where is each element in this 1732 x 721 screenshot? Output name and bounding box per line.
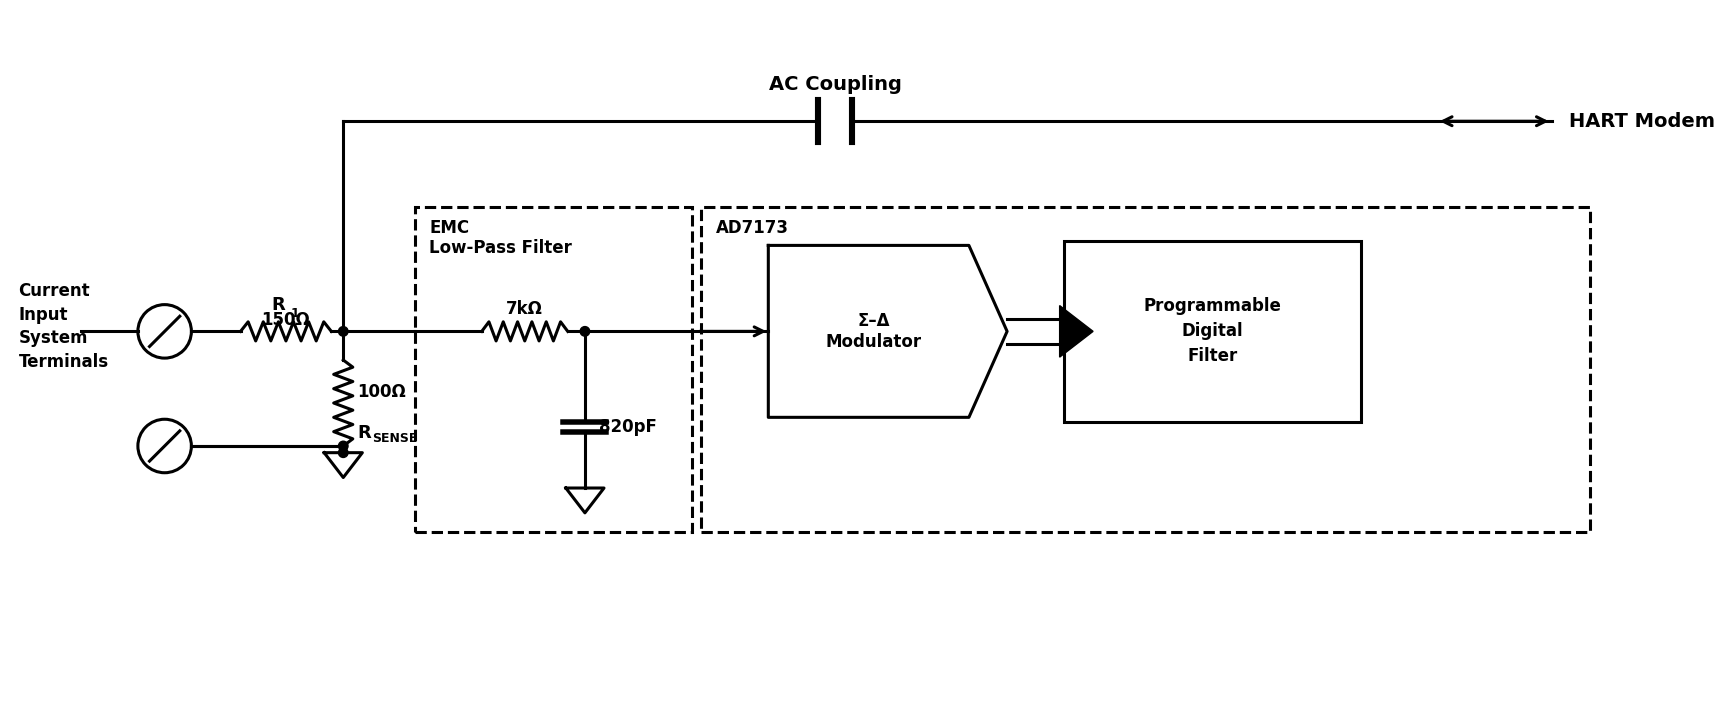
Text: HART Modem: HART Modem (1569, 112, 1715, 131)
Bar (1065, 241, 1361, 422)
Text: AD7173: AD7173 (715, 218, 788, 236)
Circle shape (338, 441, 348, 451)
Text: Programmable
Digital
Filter: Programmable Digital Filter (1143, 297, 1282, 366)
Text: SENSE: SENSE (372, 432, 417, 445)
Text: 100Ω: 100Ω (357, 383, 407, 401)
Text: Σ–Δ
Modulator: Σ–Δ Modulator (826, 312, 921, 351)
Text: 7kΩ: 7kΩ (506, 300, 544, 318)
Circle shape (580, 327, 589, 336)
Text: Current
Input
System
Terminals: Current Input System Terminals (19, 282, 109, 371)
Text: AC Coupling: AC Coupling (769, 76, 902, 94)
Circle shape (338, 448, 348, 457)
Circle shape (338, 327, 348, 336)
Text: 150Ω: 150Ω (262, 311, 310, 329)
Text: EMC
Low-Pass Filter: EMC Low-Pass Filter (430, 218, 572, 257)
Text: 820pF: 820pF (599, 418, 656, 436)
Bar (701, 207, 1590, 532)
Text: R: R (272, 296, 286, 314)
Bar (416, 207, 691, 532)
Text: R: R (357, 424, 371, 442)
Polygon shape (1060, 306, 1093, 357)
Text: 1: 1 (291, 307, 300, 320)
